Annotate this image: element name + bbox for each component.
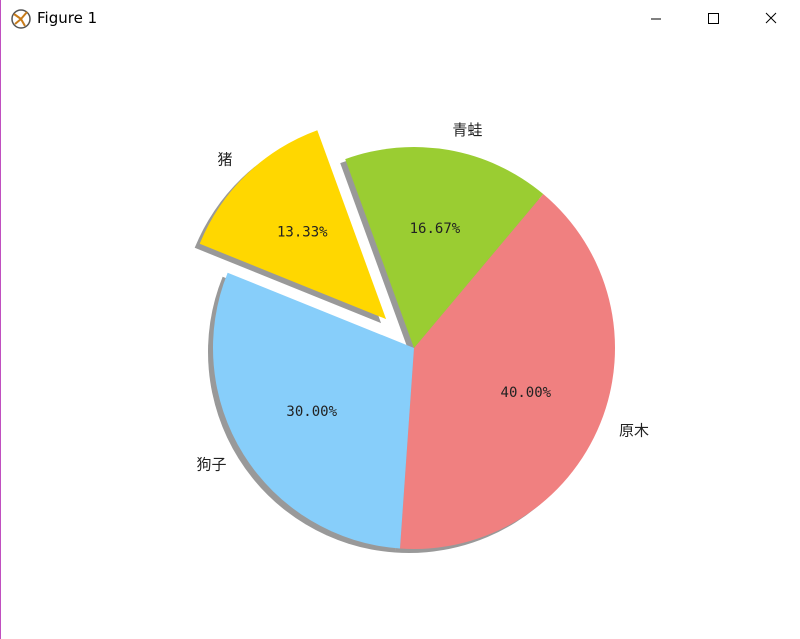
slice-label: 原木 — [619, 421, 649, 439]
percent-label: 13.33% — [277, 224, 328, 240]
pie-slice — [345, 146, 544, 348]
minimize-button[interactable] — [633, 0, 679, 38]
percent-label: 30.00% — [286, 404, 337, 420]
close-button[interactable] — [748, 0, 794, 38]
window-title: Figure 1 — [37, 9, 98, 27]
percent-label: 16.67% — [410, 221, 461, 237]
pie-slice — [212, 272, 414, 549]
maximize-button[interactable] — [690, 0, 736, 38]
chart: 原木 40.00% 青蛙 16.67% 猪 13.33% 狗子 30.00% — [194, 121, 649, 554]
slice-label: 青蛙 — [452, 121, 482, 139]
title-bar: Figure 1 — [1, 0, 800, 38]
pie-slice — [199, 130, 387, 320]
slice-label: 猪 — [217, 151, 232, 169]
slice-label: 狗子 — [196, 456, 226, 474]
app-icon — [11, 9, 31, 29]
pie-slice — [399, 194, 616, 550]
percent-label: 40.00% — [501, 385, 552, 401]
